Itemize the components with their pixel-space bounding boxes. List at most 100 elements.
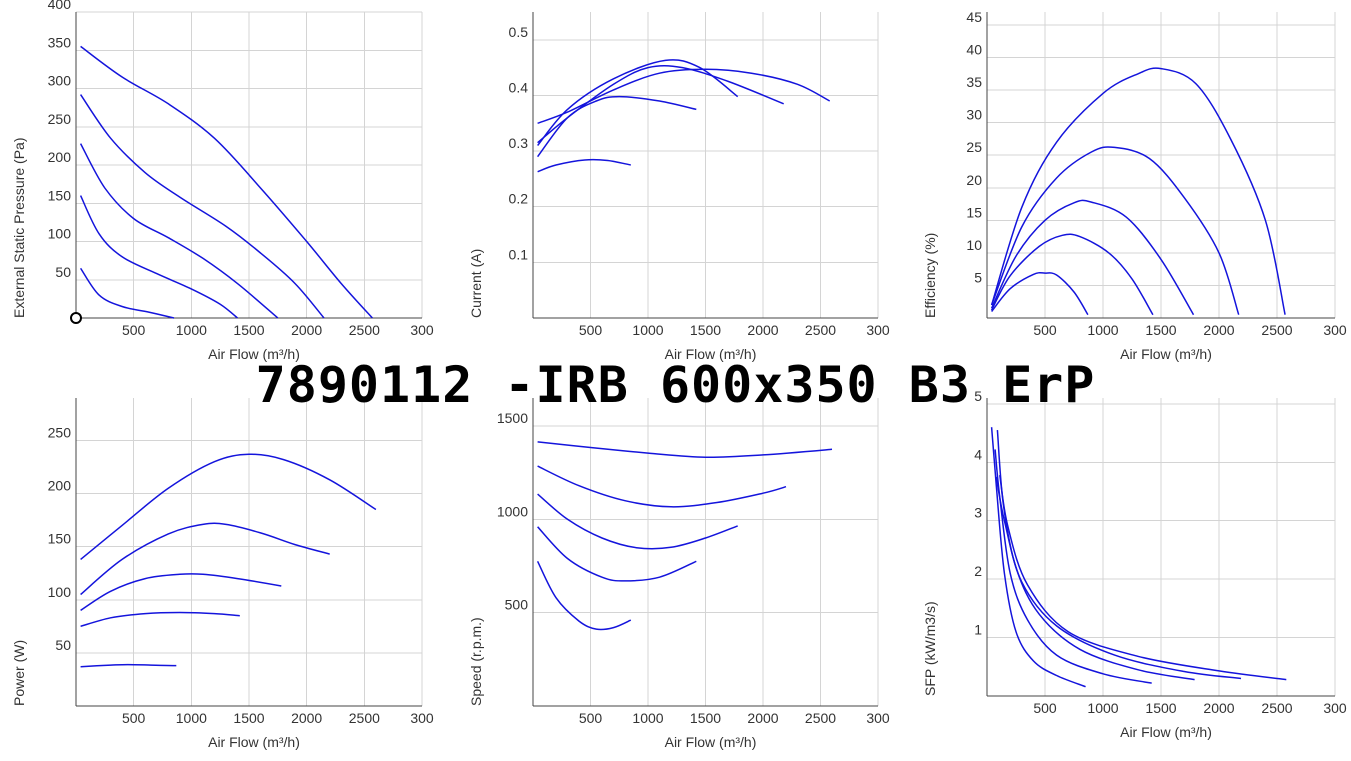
fan-curve bbox=[990, 67, 1286, 315]
x-tick-label: 500 bbox=[1033, 700, 1057, 716]
x-axis-label: Air Flow (m³/h) bbox=[1120, 724, 1212, 740]
y-tick-label: 25 bbox=[966, 139, 982, 155]
x-tick-label: 2000 bbox=[747, 322, 778, 338]
x-tick-label: 500 bbox=[579, 322, 603, 338]
fan-curve bbox=[537, 526, 697, 582]
x-tick-label: 500 bbox=[579, 710, 603, 726]
x-tick-label: 1000 bbox=[632, 322, 663, 338]
x-tick-label: 300 bbox=[410, 710, 434, 726]
x-tick-label: 2500 bbox=[349, 322, 380, 338]
x-tick-label: 1000 bbox=[632, 710, 663, 726]
y-tick-label: 250 bbox=[48, 111, 72, 127]
y-tick-label: 0.1 bbox=[509, 246, 529, 262]
sfp-chart: 500 1000 1500 2000 2500 300 1 2 3 4 5 Air Flow (m³/… bbox=[922, 388, 1347, 740]
fan-curve bbox=[537, 465, 787, 508]
fan-curve bbox=[80, 573, 282, 612]
fan-curve bbox=[79, 143, 279, 319]
y-tick-label: 15 bbox=[966, 204, 982, 220]
x-tick-label: 500 bbox=[122, 710, 146, 726]
fan-curve bbox=[537, 59, 739, 146]
x-tick-label: 2000 bbox=[1203, 322, 1234, 338]
fan-curve bbox=[80, 45, 373, 319]
speed-chart: 500 1000 1500 2000 2500 300 500 1000 1500 Air Flo… bbox=[468, 398, 890, 750]
fan-curve bbox=[995, 476, 1242, 680]
x-tick-label: 2500 bbox=[349, 710, 380, 726]
pressure-chart: 500 1000 1500 2000 2500 300 50 100 150 200 250 300 3… bbox=[11, 0, 434, 362]
y-axis-label: Speed (r.p.m.) bbox=[468, 617, 484, 706]
fan-curve bbox=[537, 95, 697, 158]
fan-curve bbox=[990, 146, 1240, 315]
fan-curve bbox=[79, 267, 175, 319]
y-tick-label: 40 bbox=[966, 42, 982, 58]
fan-curve bbox=[991, 271, 1089, 316]
y-tick-label: 45 bbox=[966, 9, 982, 25]
x-tick-label: 1500 bbox=[690, 322, 721, 338]
x-tick-label: 1500 bbox=[1145, 322, 1176, 338]
fan-curve bbox=[80, 611, 240, 628]
y-tick-label: 1500 bbox=[497, 410, 528, 426]
y-tick-label: 4 bbox=[974, 446, 982, 462]
origin-marker[interactable] bbox=[70, 312, 82, 324]
fan-curve bbox=[537, 441, 833, 458]
fan-curve bbox=[80, 453, 377, 560]
x-tick-label: 500 bbox=[1033, 322, 1057, 338]
fan-curve bbox=[80, 522, 330, 596]
y-tick-label: 50 bbox=[55, 637, 71, 653]
y-tick-label: 5 bbox=[974, 269, 982, 285]
x-tick-label: 300 bbox=[1323, 322, 1347, 338]
y-tick-label: 200 bbox=[48, 478, 72, 494]
efficiency-chart: 500 1000 1500 2000 2500 300 5 10 15 20 25 30 35 40 45 A… bbox=[922, 9, 1347, 362]
x-tick-label: 1500 bbox=[233, 322, 264, 338]
x-axis-label: Air Flow (m³/h) bbox=[208, 734, 300, 750]
y-tick-label: 300 bbox=[48, 73, 72, 89]
x-axis-label: Air Flow (m³/h) bbox=[665, 346, 757, 362]
y-tick-label: 30 bbox=[966, 107, 982, 123]
y-axis-label: Efficiency (%) bbox=[922, 233, 938, 318]
y-tick-label: 250 bbox=[48, 424, 72, 440]
y-tick-label: 1 bbox=[974, 622, 982, 638]
y-tick-label: 0.4 bbox=[509, 79, 529, 95]
x-tick-label: 1000 bbox=[176, 322, 207, 338]
fan-curve bbox=[999, 474, 1287, 681]
fan-curve bbox=[79, 195, 238, 319]
fan-curve bbox=[537, 68, 831, 125]
current-chart: 500 1000 1500 2000 2500 300 0.1 0.2 0.3 0.4 0.5 Air… bbox=[468, 12, 890, 362]
x-tick-label: 1000 bbox=[1087, 322, 1118, 338]
x-tick-label: 2000 bbox=[291, 710, 322, 726]
y-tick-label: 200 bbox=[48, 149, 72, 165]
y-tick-label: 0.2 bbox=[509, 191, 529, 207]
y-tick-label: 0.5 bbox=[509, 24, 529, 40]
y-tick-label: 20 bbox=[966, 172, 982, 188]
y-axis-label: SFP (kW/m3/s) bbox=[922, 601, 938, 696]
x-tick-label: 2000 bbox=[747, 710, 778, 726]
x-tick-label: 2500 bbox=[805, 710, 836, 726]
x-axis-label: Air Flow (m³/h) bbox=[665, 734, 757, 750]
x-tick-label: 300 bbox=[1323, 700, 1347, 716]
fan-curve bbox=[536, 560, 632, 631]
y-tick-label: 3 bbox=[974, 505, 982, 521]
y-tick-label: 10 bbox=[966, 237, 982, 253]
x-tick-label: 1000 bbox=[1087, 700, 1118, 716]
x-tick-label: 2000 bbox=[291, 322, 322, 338]
fan-curve bbox=[990, 427, 1086, 688]
x-tick-label: 2500 bbox=[1261, 322, 1292, 338]
y-tick-label: 100 bbox=[48, 226, 72, 242]
y-tick-label: 1000 bbox=[497, 503, 528, 519]
y-tick-label: 400 bbox=[48, 0, 72, 12]
fan-curve bbox=[537, 158, 631, 173]
fan-curve bbox=[79, 94, 325, 319]
y-tick-label: 2 bbox=[974, 563, 982, 579]
power-chart: 500 1000 1500 2000 2500 300 50 100 150 200 250 Air … bbox=[11, 398, 434, 750]
y-tick-label: 50 bbox=[55, 264, 71, 280]
y-tick-label: 500 bbox=[505, 597, 529, 613]
x-tick-label: 300 bbox=[866, 710, 890, 726]
fan-curve bbox=[990, 233, 1154, 316]
fan-curve bbox=[996, 430, 1195, 681]
y-tick-label: 100 bbox=[48, 584, 72, 600]
x-tick-label: 1500 bbox=[690, 710, 721, 726]
x-axis-label: Air Flow (m³/h) bbox=[1120, 346, 1212, 362]
x-tick-label: 1000 bbox=[176, 710, 207, 726]
x-tick-label: 500 bbox=[122, 322, 146, 338]
y-tick-label: 35 bbox=[966, 74, 982, 90]
